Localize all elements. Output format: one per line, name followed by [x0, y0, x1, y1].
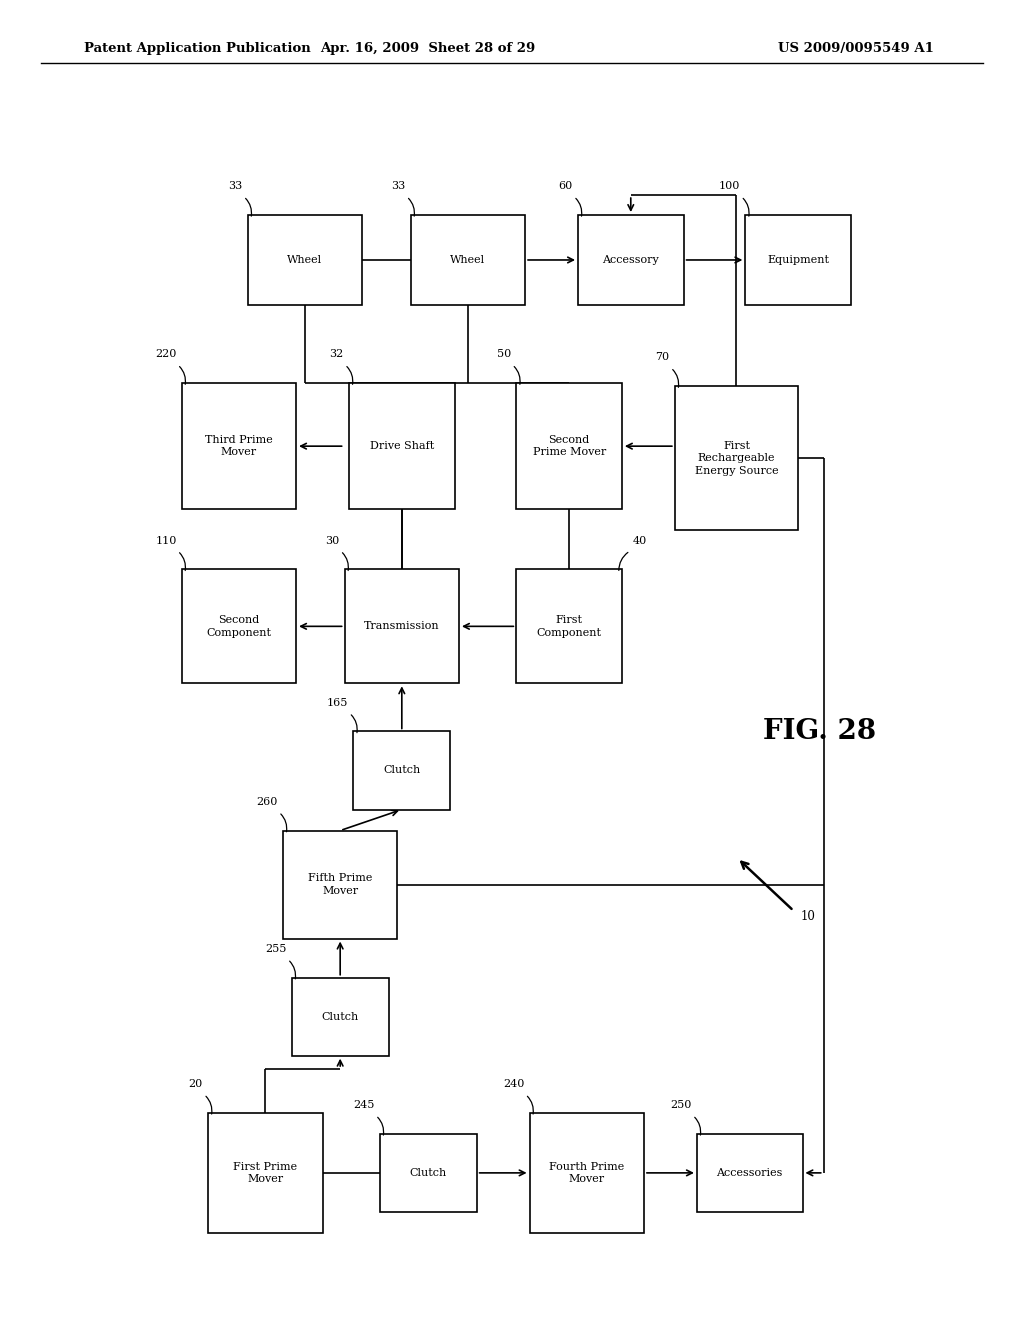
Text: 33: 33 — [228, 181, 243, 191]
Text: Second
Prime Mover: Second Prime Mover — [532, 436, 606, 457]
FancyBboxPatch shape — [578, 215, 684, 305]
Text: 165: 165 — [327, 698, 348, 708]
Text: Clutch: Clutch — [322, 1011, 358, 1022]
FancyBboxPatch shape — [411, 215, 525, 305]
FancyBboxPatch shape — [516, 569, 622, 684]
Text: 220: 220 — [156, 350, 176, 359]
Text: 30: 30 — [326, 536, 339, 545]
Text: Transmission: Transmission — [364, 622, 439, 631]
Text: Clutch: Clutch — [410, 1168, 446, 1177]
Text: 255: 255 — [265, 944, 287, 954]
Text: 20: 20 — [188, 1078, 203, 1089]
FancyBboxPatch shape — [529, 1113, 644, 1233]
Text: Drive Shaft: Drive Shaft — [370, 441, 434, 451]
FancyBboxPatch shape — [516, 383, 622, 510]
FancyBboxPatch shape — [292, 978, 389, 1056]
FancyBboxPatch shape — [675, 385, 798, 531]
Text: Patent Application Publication: Patent Application Publication — [84, 42, 310, 55]
Text: First
Component: First Component — [537, 615, 602, 638]
FancyBboxPatch shape — [248, 215, 362, 305]
Text: Wheel: Wheel — [288, 255, 323, 265]
Text: 245: 245 — [353, 1100, 375, 1110]
Text: 33: 33 — [391, 181, 406, 191]
FancyBboxPatch shape — [283, 830, 397, 939]
Text: Accessory: Accessory — [602, 255, 659, 265]
Text: Second
Component: Second Component — [207, 615, 271, 638]
FancyBboxPatch shape — [349, 383, 455, 510]
Text: 260: 260 — [256, 797, 278, 807]
Text: 50: 50 — [497, 350, 511, 359]
FancyBboxPatch shape — [380, 1134, 477, 1212]
Text: 60: 60 — [558, 181, 572, 191]
Text: Fifth Prime
Mover: Fifth Prime Mover — [308, 874, 373, 896]
Text: 100: 100 — [719, 181, 740, 191]
Text: 70: 70 — [655, 352, 670, 362]
Text: 10: 10 — [801, 909, 816, 923]
Text: Apr. 16, 2009  Sheet 28 of 29: Apr. 16, 2009 Sheet 28 of 29 — [321, 42, 536, 55]
Text: Third Prime
Mover: Third Prime Mover — [205, 436, 272, 457]
Text: 40: 40 — [632, 536, 646, 545]
Text: Clutch: Clutch — [383, 766, 421, 775]
FancyBboxPatch shape — [181, 569, 296, 684]
Text: US 2009/0095549 A1: US 2009/0095549 A1 — [778, 42, 934, 55]
FancyBboxPatch shape — [696, 1134, 803, 1212]
FancyBboxPatch shape — [353, 731, 451, 809]
FancyBboxPatch shape — [181, 383, 296, 510]
FancyBboxPatch shape — [208, 1113, 323, 1233]
Text: FIG. 28: FIG. 28 — [763, 718, 876, 746]
Text: Fourth Prime
Mover: Fourth Prime Mover — [549, 1162, 625, 1184]
Text: 110: 110 — [156, 536, 176, 545]
FancyBboxPatch shape — [745, 215, 851, 305]
Text: First Prime
Mover: First Prime Mover — [233, 1162, 297, 1184]
Text: Equipment: Equipment — [767, 255, 829, 265]
Text: Accessories: Accessories — [717, 1168, 783, 1177]
FancyBboxPatch shape — [344, 569, 459, 684]
Text: First
Rechargeable
Energy Source: First Rechargeable Energy Source — [694, 441, 778, 475]
Text: Wheel: Wheel — [451, 255, 485, 265]
Text: 250: 250 — [671, 1100, 692, 1110]
Text: 32: 32 — [330, 350, 344, 359]
Text: 240: 240 — [503, 1078, 524, 1089]
